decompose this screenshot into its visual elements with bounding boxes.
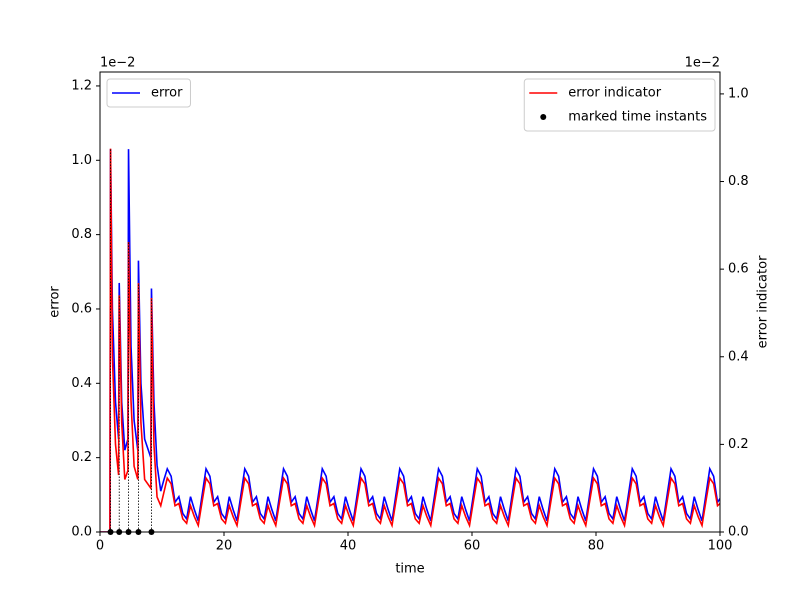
line-series (100, 149, 720, 532)
y2-axis-label: error indicator (756, 255, 771, 348)
y-tick-label: 0.8 (71, 227, 92, 242)
x-tick-label: 60 (464, 539, 481, 554)
y-axis-label: error (48, 286, 63, 318)
x-tick-label: 100 (708, 539, 733, 554)
y-tick-label: 1.0 (71, 153, 92, 168)
legend: error (106, 78, 191, 108)
y2-tick-label: 0.6 (728, 262, 749, 277)
y-offset-label: 1e−2 (100, 56, 135, 71)
legend-swatch (540, 114, 547, 120)
x-tick-label: 0 (96, 539, 104, 554)
y2-tick-label: 1.0 (728, 86, 749, 101)
y-tick-label: 0.4 (71, 376, 92, 391)
line-series (100, 148, 720, 532)
y2-tick-label: 0.2 (728, 437, 749, 452)
y2-tick-label: 0.4 (728, 349, 749, 364)
y2-offset-label: 1e−2 (685, 56, 720, 71)
legend-box (523, 78, 716, 132)
legend-label: error indicator (568, 86, 661, 101)
y2-tick-label: 0.0 (728, 525, 749, 540)
y-tick-label: 0.6 (71, 301, 92, 316)
axes-frame (99, 71, 721, 533)
legend: error indicator marked time instants (523, 78, 716, 132)
x-tick-label: 80 (588, 539, 605, 554)
x-axis-label: time (395, 562, 424, 577)
plot-area (100, 148, 720, 532)
y-tick-label: 0.2 (71, 450, 92, 465)
y2-tick-label: 0.8 (728, 174, 749, 189)
legend-label: marked time instants (568, 110, 707, 125)
y-tick-label: 0.0 (71, 525, 92, 540)
legend-box (106, 78, 191, 108)
x-tick-label: 40 (340, 539, 357, 554)
x-tick-label: 20 (216, 539, 233, 554)
legend-label: error (151, 86, 183, 101)
y-tick-label: 1.2 (71, 78, 92, 93)
